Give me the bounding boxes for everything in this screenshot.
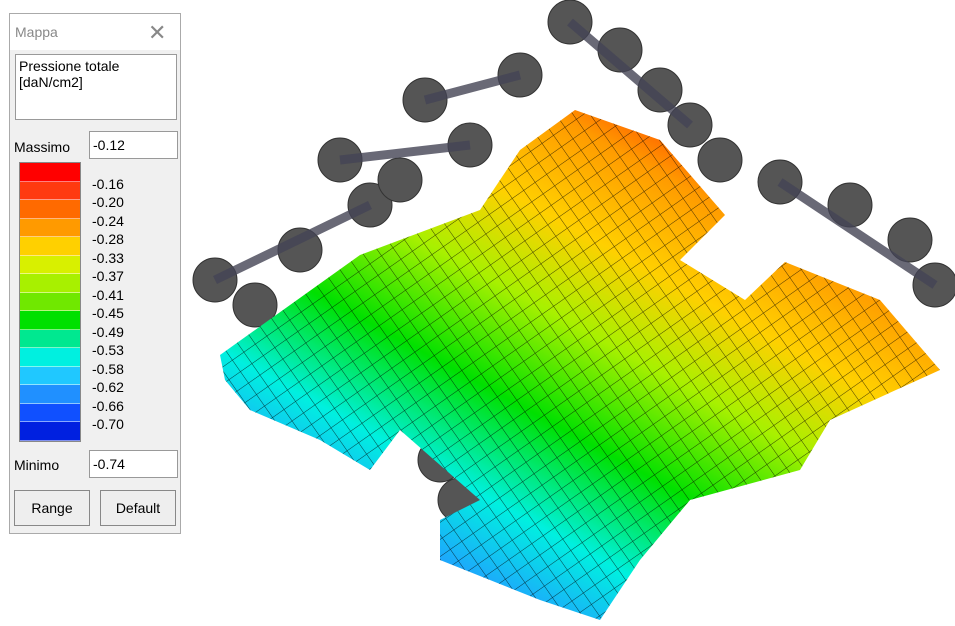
- legend-label: -0.41: [92, 288, 124, 302]
- legend-label: -0.53: [92, 343, 124, 357]
- legend-label: -0.37: [92, 269, 124, 283]
- legend-label: -0.62: [92, 380, 124, 394]
- legend-swatch: [20, 348, 80, 367]
- legend-label: -0.70: [92, 417, 124, 431]
- description-box: Pressione totale [daN/cm2]: [15, 54, 177, 120]
- legend-label: -0.58: [92, 362, 124, 376]
- default-button[interactable]: Default: [100, 490, 176, 526]
- legend-swatch: [20, 256, 80, 275]
- min-label: Minimo: [14, 457, 59, 473]
- model-view: [185, 0, 955, 626]
- legend-label: -0.33: [92, 251, 124, 265]
- legend-swatch: [20, 219, 80, 238]
- legend-swatch: [20, 200, 80, 219]
- max-label: Massimo: [14, 139, 70, 155]
- map-panel: Mappa ✕ Pressione totale [daN/cm2] Massi…: [9, 13, 181, 534]
- legend-label: -0.24: [92, 214, 124, 228]
- color-legend: [19, 162, 81, 442]
- legend-swatch: [20, 274, 80, 293]
- legend-swatch: [20, 404, 80, 423]
- legend-label: -0.45: [92, 306, 124, 320]
- legend-label: -0.20: [92, 195, 124, 209]
- screen: Mappa ✕ Pressione totale [daN/cm2] Massi…: [0, 0, 955, 626]
- mesh: [220, 110, 940, 620]
- legend-swatch: [20, 311, 80, 330]
- legend-swatch: [20, 293, 80, 312]
- legend-swatch: [20, 330, 80, 349]
- legend-swatch: [20, 237, 80, 256]
- legend-label: -0.66: [92, 399, 124, 413]
- description-line: Pressione totale: [19, 58, 173, 74]
- window-title: Mappa: [15, 24, 58, 40]
- range-button[interactable]: Range: [14, 490, 90, 526]
- legend-swatch: [20, 385, 80, 404]
- legend-label: -0.16: [92, 177, 124, 191]
- legend-swatch: [20, 422, 80, 441]
- description-line: [daN/cm2]: [19, 74, 173, 90]
- min-input[interactable]: -0.74: [89, 450, 178, 478]
- legend-swatch: [20, 182, 80, 201]
- close-button[interactable]: ✕: [148, 20, 166, 46]
- legend-swatch: [20, 163, 80, 182]
- title-bar: Mappa ✕: [10, 14, 180, 50]
- legend-label: -0.28: [92, 232, 124, 246]
- legend-swatch: [20, 367, 80, 386]
- legend-label: -0.49: [92, 325, 124, 339]
- max-input[interactable]: -0.12: [89, 131, 178, 159]
